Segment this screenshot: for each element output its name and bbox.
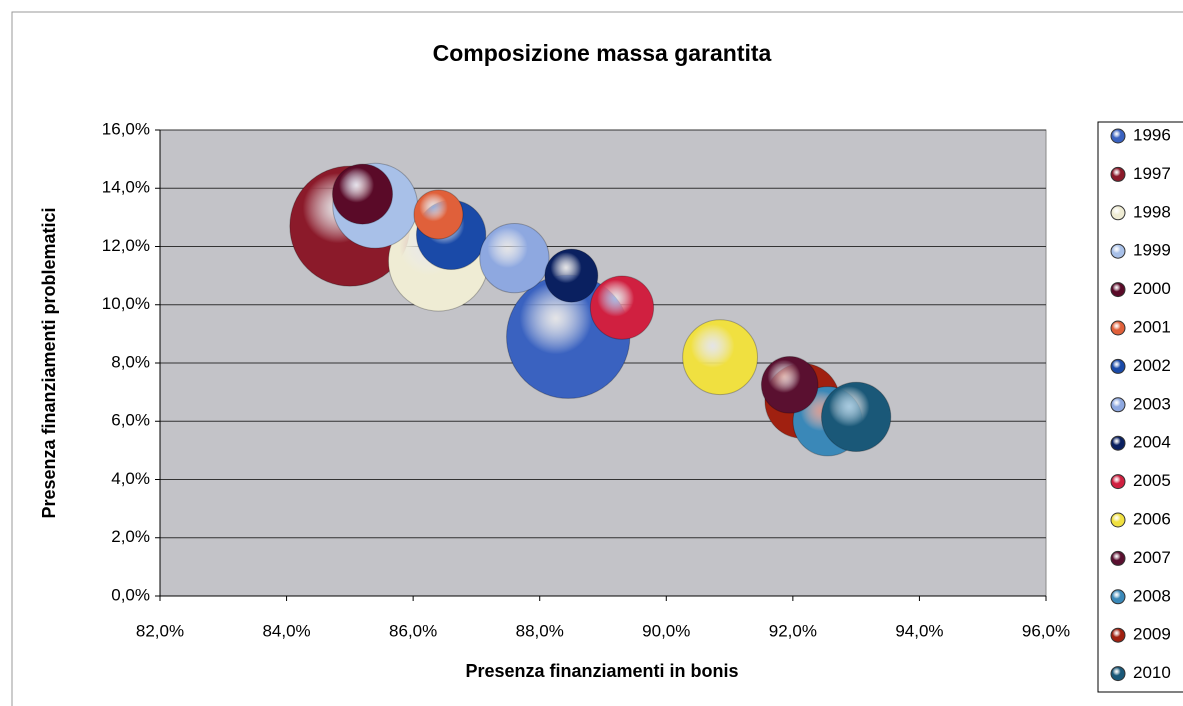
legend-label: 1996 xyxy=(1133,125,1171,144)
x-tick-label: 90,0% xyxy=(642,621,690,640)
bubble xyxy=(760,356,819,414)
bubble xyxy=(413,189,464,240)
x-axis-title: Presenza finanziamenti in bonis xyxy=(465,661,738,681)
y-tick-label: 0,0% xyxy=(111,585,150,604)
legend-marker xyxy=(1110,358,1126,374)
legend-label: 1998 xyxy=(1133,202,1171,221)
legend-label: 2004 xyxy=(1133,433,1171,452)
legend-label: 1999 xyxy=(1133,241,1171,260)
legend-marker xyxy=(1110,397,1126,413)
y-tick-label: 16,0% xyxy=(102,119,150,138)
x-tick-label: 92,0% xyxy=(769,621,817,640)
legend-label: 2007 xyxy=(1133,548,1171,567)
legend-marker xyxy=(1110,474,1126,490)
y-tick-label: 14,0% xyxy=(102,178,150,197)
legend-label: 2008 xyxy=(1133,586,1171,605)
legend-label: 2005 xyxy=(1133,471,1171,490)
x-tick-label: 94,0% xyxy=(895,621,943,640)
legend-marker xyxy=(1110,550,1126,566)
legend-marker xyxy=(1110,205,1126,221)
y-tick-label: 12,0% xyxy=(102,236,150,255)
y-axis-title: Presenza finanziamenti problematici xyxy=(39,207,59,518)
legend-marker xyxy=(1110,512,1126,528)
x-tick-label: 84,0% xyxy=(262,621,310,640)
legend-marker xyxy=(1110,435,1126,451)
legend-marker xyxy=(1110,166,1126,182)
legend-marker xyxy=(1110,128,1126,144)
bubble xyxy=(589,275,655,340)
legend-label: 2003 xyxy=(1133,394,1171,413)
legend-label: 2010 xyxy=(1133,663,1171,682)
legend-marker xyxy=(1110,589,1126,605)
legend-label: 2006 xyxy=(1133,509,1171,528)
y-tick-label: 4,0% xyxy=(111,469,150,488)
legend-label: 2002 xyxy=(1133,356,1171,375)
legend-marker xyxy=(1110,627,1126,643)
y-tick-label: 6,0% xyxy=(111,411,150,430)
legend-label: 2001 xyxy=(1133,317,1171,336)
y-tick-label: 2,0% xyxy=(111,527,150,546)
legend-marker xyxy=(1110,282,1126,298)
bubble xyxy=(544,248,599,303)
y-tick-label: 8,0% xyxy=(111,352,150,371)
legend-label: 2000 xyxy=(1133,279,1171,298)
legend-label: 2009 xyxy=(1133,625,1171,644)
bubble xyxy=(332,163,394,225)
chart-title: Composizione massa garantita xyxy=(433,40,772,66)
bubble xyxy=(821,381,892,453)
x-tick-label: 88,0% xyxy=(516,621,564,640)
x-tick-label: 96,0% xyxy=(1022,621,1070,640)
legend-marker xyxy=(1110,320,1126,336)
legend-label: 1997 xyxy=(1133,164,1171,183)
y-tick-label: 10,0% xyxy=(102,294,150,313)
legend-marker xyxy=(1110,243,1126,259)
x-tick-label: 86,0% xyxy=(389,621,437,640)
bubble xyxy=(479,223,550,294)
x-tick-label: 82,0% xyxy=(136,621,184,640)
bubble xyxy=(682,319,758,396)
legend-marker xyxy=(1110,666,1126,682)
